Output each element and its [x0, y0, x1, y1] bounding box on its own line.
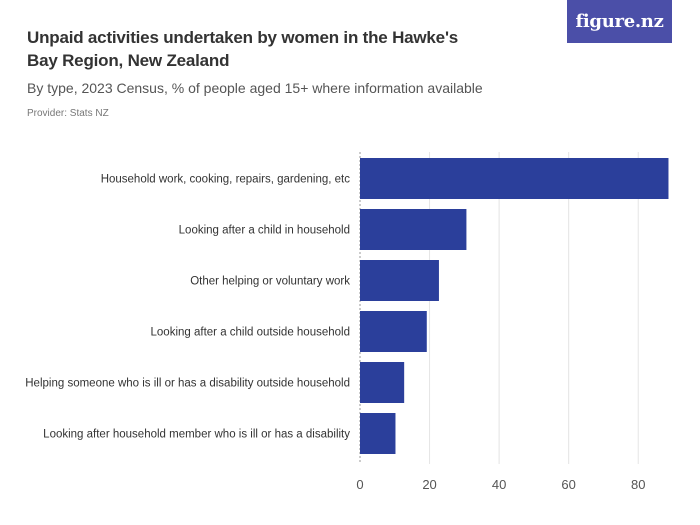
- chart-subtitle: By type, 2023 Census, % of people aged 1…: [27, 80, 483, 96]
- bar[interactable]: [360, 413, 396, 454]
- x-tick-label: 60: [561, 477, 575, 492]
- category-label: Looking after household member who is il…: [43, 429, 350, 441]
- bar[interactable]: [360, 260, 439, 301]
- x-tick-label: 40: [492, 477, 506, 492]
- category-label: Looking after a child outside household: [151, 327, 350, 339]
- category-label: Other helping or voluntary work: [190, 276, 350, 288]
- x-axis-ticks: 0 20 40 60 80: [356, 477, 645, 492]
- category-label: Household work, cooking, repairs, garden…: [101, 174, 351, 186]
- bar[interactable]: [360, 362, 405, 403]
- bars: [360, 158, 669, 454]
- category-label: Helping someone who is ill or has a disa…: [25, 378, 350, 390]
- x-tick-label: 20: [422, 477, 436, 492]
- bar[interactable]: [360, 311, 427, 352]
- x-tick-label: 80: [631, 477, 645, 492]
- x-tick-label: 0: [356, 477, 363, 492]
- category-labels: Household work, cooking, repairs, garden…: [25, 174, 350, 441]
- chart-title: Unpaid activities undertaken by women in…: [27, 28, 459, 70]
- data-provider: Provider: Stats NZ: [27, 108, 109, 119]
- figure-nz-logo[interactable]: figure.nz: [567, 0, 672, 43]
- bar[interactable]: [360, 158, 669, 199]
- bar[interactable]: [360, 209, 467, 250]
- category-label: Looking after a child in household: [179, 225, 350, 237]
- grid-lines: [359, 152, 639, 464]
